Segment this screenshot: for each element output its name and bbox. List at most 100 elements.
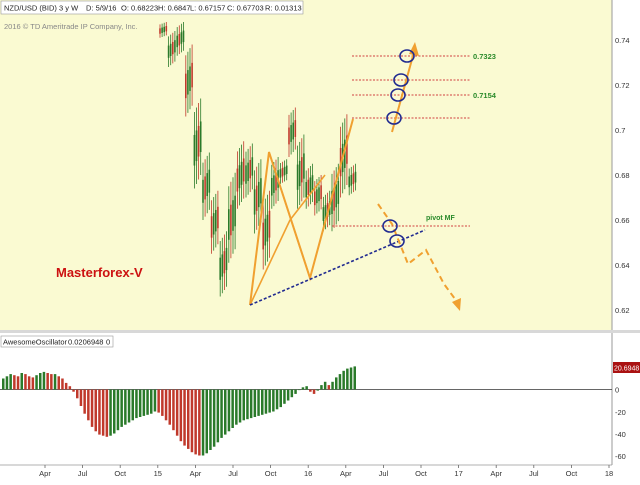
candle-body (189, 66, 191, 91)
candle-body (331, 191, 333, 215)
candle-body (350, 174, 353, 186)
oscillator-bar (164, 389, 168, 421)
oscillator-bar (9, 374, 12, 390)
candle-body (195, 130, 198, 162)
oscillator-bar (242, 389, 245, 421)
candle-body (303, 153, 305, 179)
x-tick-label: Apr (190, 469, 202, 478)
x-tick-label: 18 (605, 469, 613, 478)
candle-body (230, 204, 232, 236)
x-tick-label: Oct (566, 469, 579, 478)
oscillator-bar (68, 386, 72, 390)
oscillator-bar (235, 389, 238, 425)
oscillator-bar (61, 378, 64, 390)
marker-circle (389, 234, 405, 248)
oscillator-bar (283, 389, 286, 404)
header-box (0, 0, 304, 15)
oscillator-bar (316, 389, 319, 391)
oscillator-bar (224, 389, 227, 435)
oscillator-bar (5, 376, 9, 390)
oscillator-bar (2, 378, 5, 390)
oscillator-bar (109, 389, 112, 436)
candle-body (352, 173, 355, 185)
oscillator-header: AwesomeOscillator 0.0206948 0 (0, 335, 114, 348)
oscillator-bar (90, 389, 94, 427)
candle-body (273, 175, 275, 193)
oscillator-bar (209, 389, 212, 450)
candle-body (266, 214, 269, 242)
header-close: C: 0.67703 (227, 4, 264, 13)
oscillator-bar (53, 374, 57, 390)
candle-body (178, 33, 181, 46)
candle-body (333, 187, 335, 211)
price-tick-label: 0.7 (615, 126, 625, 135)
candle-body (344, 139, 346, 168)
oscillator-bar (331, 381, 334, 390)
candle-body (260, 178, 262, 204)
oscillator-bar (79, 389, 83, 406)
candle-body (238, 165, 241, 189)
oscillator-tick-label: 0 (615, 386, 619, 395)
oscillator-bar (131, 389, 134, 421)
oscillator-bar (113, 389, 116, 434)
oscillator-bar (238, 389, 242, 423)
oscillator-bar (187, 389, 190, 449)
oscillator-bar (13, 375, 16, 390)
candle-body (296, 164, 299, 190)
candle-body (172, 41, 174, 55)
oscillator-bar (98, 389, 101, 435)
candle-body (309, 177, 312, 193)
candle-body (322, 207, 325, 221)
candle-body (223, 251, 226, 274)
oscillator-tag-text: 20.6948 (614, 366, 639, 373)
oscillator-bar (338, 374, 342, 390)
oscillator-bar (183, 389, 186, 446)
oscillator-bar (231, 389, 234, 428)
oscillator-value-tag (613, 362, 640, 373)
price-panel-background (0, 0, 612, 330)
oscillator-bar (16, 376, 20, 390)
oscillator-bar (142, 389, 146, 416)
x-tick-label: Oct (114, 469, 127, 478)
zigzag-leg-2 (268, 151, 311, 279)
candle-body (212, 213, 215, 235)
oscillator-bar (220, 389, 223, 438)
oscillator-bar (246, 389, 249, 420)
candle-body (301, 157, 303, 183)
price-axis-ticks: 0.74 0.72 0.7 0.68 0.66 0.64 0.62 (615, 36, 630, 315)
oscillator-bar (72, 389, 75, 392)
candle-body (163, 26, 165, 33)
candle-body (346, 135, 348, 164)
projection-up (391, 42, 419, 133)
candle-body (180, 32, 183, 44)
candle-body (318, 187, 320, 202)
candle-body (221, 254, 224, 277)
candle-body (271, 177, 273, 196)
oscillator-bar (275, 389, 279, 410)
oscillator-bar (124, 389, 127, 425)
oscillator-bar (157, 389, 160, 413)
price-tick-label: 0.66 (615, 216, 630, 225)
candles-group (159, 22, 357, 297)
candle-body (307, 179, 310, 196)
candle-body (275, 172, 277, 191)
oscillator-bar (327, 385, 331, 390)
panel-separator[interactable] (0, 330, 640, 333)
candle-body (215, 209, 217, 232)
oscillator-bar (87, 389, 90, 421)
oscillator-bar (264, 389, 268, 414)
x-tick-label: Oct (415, 469, 428, 478)
copyright-text: 2016 © TD Ameritrade IP Company, Inc. (4, 22, 138, 31)
oscillator-bar (320, 385, 323, 390)
price-tick-label: 0.64 (615, 261, 630, 270)
zigzag-leg-3 (289, 174, 326, 221)
candle-body (281, 168, 284, 177)
candle-body (305, 181, 307, 198)
candle-body (247, 162, 249, 182)
oscillator-bar (20, 373, 23, 390)
candle-body (337, 180, 340, 204)
marker-circle (386, 111, 402, 125)
price-axis-background (612, 0, 640, 330)
header-date: D: 5/9/16 (86, 4, 116, 13)
candle-body (210, 216, 213, 238)
